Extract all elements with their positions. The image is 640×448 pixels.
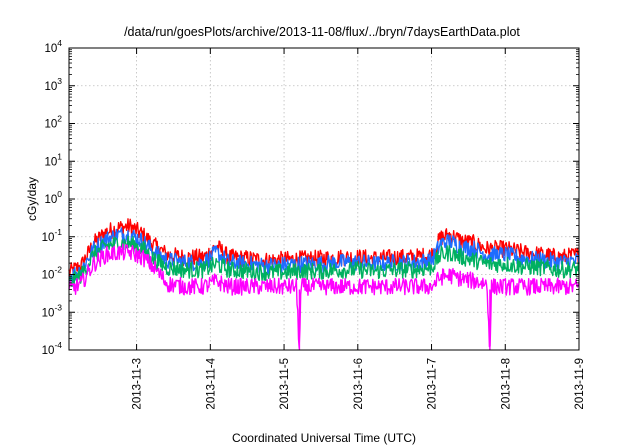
x-tick-label: 2013-11-8 bbox=[500, 358, 512, 410]
x-tick-label: 2013-11-4 bbox=[205, 357, 217, 409]
y-tick-label-exponent: 1 bbox=[57, 151, 62, 161]
y-tick-label: 10-1 bbox=[42, 227, 63, 244]
y-tick-label-exponent: -4 bbox=[54, 340, 62, 350]
y-tick-label-exponent: 3 bbox=[57, 76, 62, 86]
y-tick-label: 10-4 bbox=[42, 340, 63, 357]
y-tick-label-base: 10 bbox=[44, 119, 57, 131]
series-3-line bbox=[68, 243, 580, 350]
y-tick-label-base: 10 bbox=[44, 43, 57, 55]
x-tick-label: 2013-11-3 bbox=[132, 358, 144, 410]
y-axis-label: cGy/day bbox=[25, 177, 39, 221]
y-tick-label-base: 10 bbox=[42, 232, 55, 244]
x-tick-label: 2013-11-7 bbox=[427, 358, 439, 410]
chart-title: /data/run/goesPlots/archive/2013-11-08/f… bbox=[124, 25, 520, 39]
y-tick-label: 104 bbox=[44, 38, 62, 55]
y-tick-label-exponent: -2 bbox=[54, 265, 62, 275]
series-2-line bbox=[68, 235, 580, 288]
y-tick-label: 101 bbox=[44, 151, 62, 168]
x-tick-label: 2013-11-9 bbox=[574, 358, 586, 410]
grid bbox=[69, 48, 579, 350]
x-tick-label: 2013-11-5 bbox=[279, 358, 291, 410]
y-tick-label-exponent: 2 bbox=[57, 114, 62, 124]
series-layer bbox=[68, 218, 580, 350]
y-tick-label: 10-2 bbox=[42, 265, 63, 282]
x-axis-label: Coordinated Universal Time (UTC) bbox=[232, 431, 416, 445]
y-tick-label-base: 10 bbox=[42, 307, 55, 319]
y-tick-label-base: 10 bbox=[42, 345, 55, 357]
y-tick-label-base: 10 bbox=[42, 270, 55, 282]
y-tick-label-exponent: -1 bbox=[54, 227, 62, 237]
y-tick-label-exponent: 0 bbox=[57, 189, 62, 199]
y-tick-label-base: 10 bbox=[44, 81, 57, 93]
y-tick-label: 10-3 bbox=[42, 302, 63, 319]
x-axis: 2013-11-3 2013-11-4 2013-11-5 2013-11-6 2013… bbox=[132, 48, 586, 410]
y-tick-label-base: 10 bbox=[44, 194, 57, 206]
y-tick-label: 103 bbox=[44, 76, 62, 93]
y-tick-label-base: 10 bbox=[44, 156, 57, 168]
x-tick-label: 2013-11-6 bbox=[353, 358, 365, 410]
y-tick-label: 100 bbox=[44, 189, 62, 206]
y-tick-label: 102 bbox=[44, 114, 62, 131]
y-tick-label-exponent: 4 bbox=[57, 38, 62, 48]
series-1-line bbox=[68, 227, 580, 285]
y-tick-label-exponent: -3 bbox=[54, 302, 62, 312]
